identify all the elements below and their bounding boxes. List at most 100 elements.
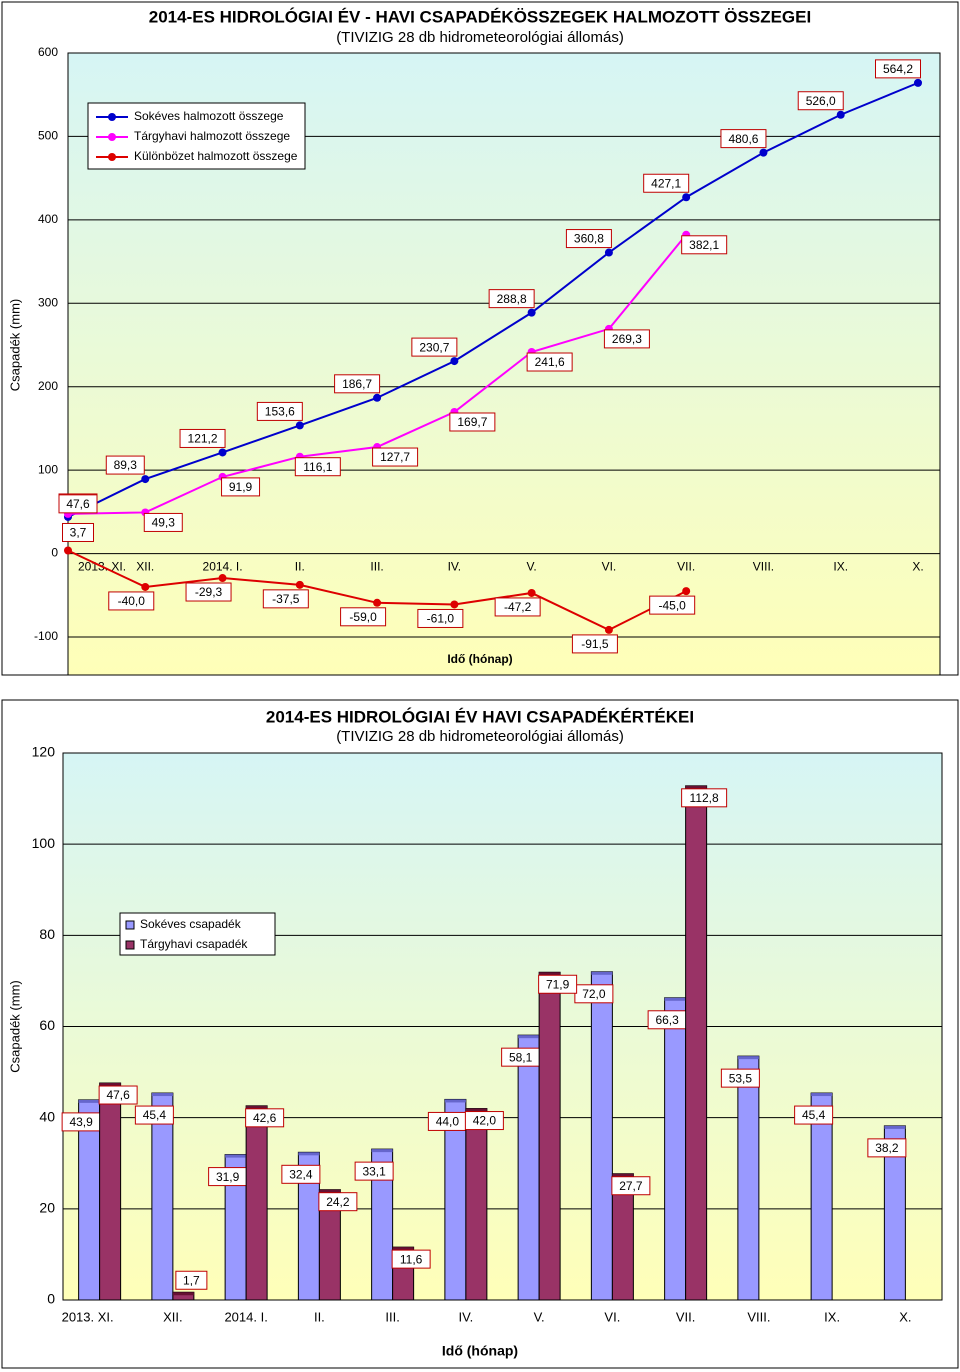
value-label-box: [340, 607, 387, 627]
point: [527, 308, 536, 317]
value-label: 53,5: [729, 1071, 753, 1085]
value-label-box: [720, 129, 767, 149]
y-tick-label: 120: [32, 744, 56, 760]
value-label-box: [603, 329, 650, 349]
bar-cap: [172, 1292, 194, 1296]
bar: [590, 971, 613, 1301]
bar-cap: [518, 1035, 540, 1039]
value-label: -91,5: [581, 637, 609, 651]
value-label: 169,7: [457, 415, 487, 429]
value-label: 121,2: [188, 432, 218, 446]
value-label: 38,2: [875, 1141, 899, 1155]
value-label-box: [372, 447, 419, 467]
value-label-box: [391, 1249, 431, 1269]
point: [527, 588, 536, 597]
chart-title: 2014-ES HIDROLÓGIAI ÉV HAVI CSAPADÉKÉRTÉ…: [266, 707, 694, 726]
y-tick-label: 0: [51, 546, 58, 560]
value-label: 1,7: [183, 1273, 200, 1287]
x-tick-label: II.: [295, 560, 305, 574]
value-label: 45,4: [802, 1108, 826, 1122]
legend-swatch: [108, 133, 116, 141]
value-label-box: [262, 589, 309, 609]
value-label: 44,0: [436, 1115, 460, 1129]
value-label-box: [281, 1164, 321, 1184]
value-label: 564,2: [883, 62, 913, 76]
bar: [685, 785, 708, 1301]
bar-cap: [737, 1056, 759, 1060]
value-label-box: [526, 352, 573, 372]
value-label-box: [62, 522, 94, 542]
x-tick-label: X.: [899, 1309, 911, 1324]
x-tick-label: 2013. XI.: [62, 1309, 114, 1324]
bar: [517, 1034, 540, 1301]
bar-cap: [539, 972, 561, 976]
value-label-box: [464, 1111, 504, 1131]
value-label: 47,6: [106, 1088, 130, 1102]
value-label-box: [58, 494, 98, 514]
x-tick-label: III.: [370, 560, 383, 574]
point: [141, 582, 150, 591]
bar-cap: [99, 1083, 121, 1087]
bar-cap: [465, 1108, 487, 1112]
series-line: [67, 81, 919, 518]
value-label: -61,0: [427, 612, 455, 626]
point: [450, 357, 459, 366]
y-axis-label: Csapadék (mm): [7, 299, 22, 391]
x-tick-label: IX.: [833, 560, 848, 574]
chart-subtitle: (TIVIZIG 28 db hidrometeorológiai állomá…: [336, 29, 624, 46]
x-tick-label: VII.: [677, 560, 695, 574]
value-label-box: [417, 608, 464, 628]
value-label-box: [175, 1270, 208, 1290]
value-label-box: [411, 337, 458, 357]
legend-label: Sokéves halmozott összege: [134, 109, 284, 123]
bar: [245, 1105, 268, 1301]
value-label: 480,6: [728, 132, 758, 146]
point: [218, 574, 227, 583]
value-label-box: [681, 788, 728, 808]
legend-label: Különbözet halmozott összege: [134, 149, 298, 163]
legend-label: Sokéves csapadék: [140, 917, 242, 931]
value-label-box: [185, 582, 232, 602]
point: [604, 248, 613, 257]
value-label-box: [611, 1176, 651, 1196]
value-label-box: [538, 974, 578, 994]
value-label: -29,3: [195, 585, 223, 599]
y-tick-label: 60: [39, 1017, 55, 1033]
value-label-box: [449, 412, 496, 432]
value-label-box: [143, 512, 183, 532]
value-label: 45,4: [143, 1108, 167, 1122]
bar-cap: [371, 1149, 393, 1153]
y-tick-label: 0: [47, 1291, 55, 1307]
legend-swatch: [125, 940, 135, 950]
value-label: 31,9: [216, 1170, 240, 1184]
value-label: 3,7: [70, 526, 87, 540]
x-tick-label: VI.: [602, 560, 617, 574]
point: [295, 421, 304, 430]
x-tick-label: V.: [534, 1309, 545, 1324]
bar: [538, 971, 561, 1301]
value-label-box: [867, 1138, 907, 1158]
bar-cap: [811, 1093, 833, 1097]
bar-cap: [444, 1099, 466, 1103]
value-label: 112,8: [690, 791, 719, 805]
legend-swatch: [108, 113, 116, 121]
bar-cap: [78, 1099, 100, 1103]
chart-title: 2014-ES HIDROLÓGIAI ÉV - HAVI CSAPADÉKÖS…: [149, 7, 811, 26]
point: [218, 448, 227, 457]
y-tick-label: 80: [39, 926, 55, 942]
point: [836, 110, 845, 119]
value-label-box: [318, 1192, 358, 1212]
bar: [99, 1082, 122, 1301]
point: [64, 546, 72, 555]
value-label: 288,8: [497, 292, 527, 306]
value-label-box: [334, 374, 381, 394]
bar-cap: [884, 1125, 906, 1129]
legend-label: Tárgyhavi halmozott összege: [134, 129, 290, 143]
x-tick-label: IV.: [448, 560, 462, 574]
y-tick-label: 20: [39, 1200, 55, 1216]
point: [914, 78, 922, 87]
value-label-box: [794, 1105, 834, 1125]
value-label: 526,0: [806, 94, 836, 108]
y-tick-label: 300: [38, 295, 58, 309]
x-tick-label: 2014. I.: [203, 560, 243, 574]
